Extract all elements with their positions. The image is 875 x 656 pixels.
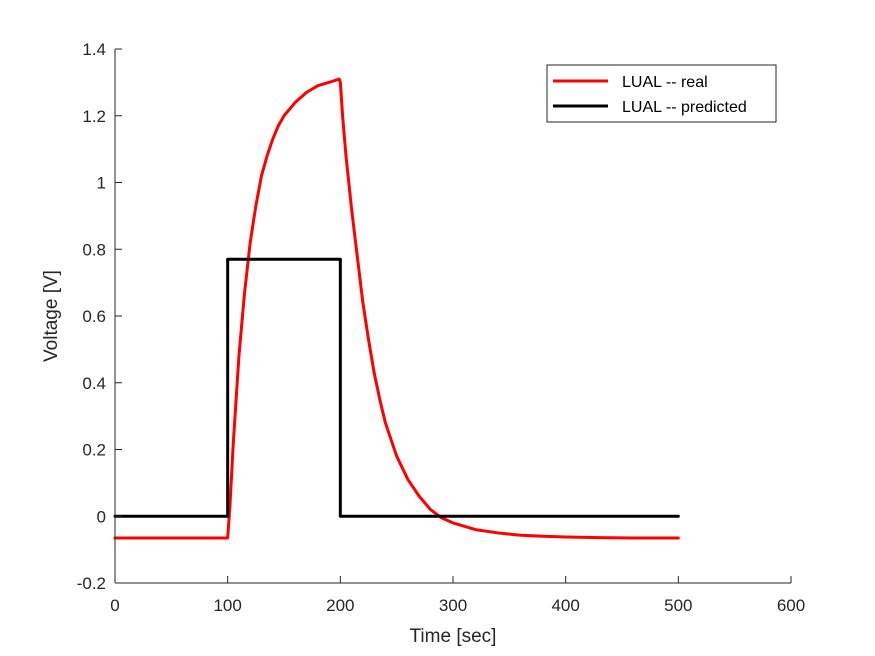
y-tick-label: 1.4 <box>82 40 106 59</box>
series-line-real <box>113 77 680 540</box>
legend: LUAL -- real LUAL -- predicted <box>546 64 777 123</box>
y-tick-label: 0.6 <box>82 307 106 326</box>
y-axis-label: Voltage [V] <box>41 270 62 362</box>
x-tick-label: 300 <box>439 596 467 615</box>
legend-box <box>546 64 777 123</box>
x-tick-label: 600 <box>777 596 805 615</box>
legend-label-real: LUAL -- real <box>622 74 708 91</box>
x-tick-label: 500 <box>664 596 692 615</box>
series-layer <box>113 77 680 540</box>
y-tick-label: 1 <box>97 174 106 193</box>
y-tick-label: 1.2 <box>82 107 106 126</box>
y-tick-label: 0.8 <box>82 240 106 259</box>
y-tick-label: -0.2 <box>77 574 106 593</box>
plot-area <box>115 49 791 583</box>
y-tick-label: 0.2 <box>82 441 106 460</box>
series-line-predicted <box>113 257 680 518</box>
x-tick-label: 100 <box>213 596 241 615</box>
y-tick-label: 0 <box>97 507 106 526</box>
x-axis-label: Time [sec] <box>410 626 497 647</box>
x-tick-label: 0 <box>110 596 119 615</box>
x-tick-label: 400 <box>551 596 579 615</box>
ticks-layer: 0 100 200 300 400 500 600-0.200.20.40.60.811.2… <box>77 40 805 615</box>
legend-label-predicted: LUAL -- predicted <box>622 99 747 116</box>
y-tick-label: 0.4 <box>82 374 106 393</box>
x-tick-label: 200 <box>326 596 354 615</box>
